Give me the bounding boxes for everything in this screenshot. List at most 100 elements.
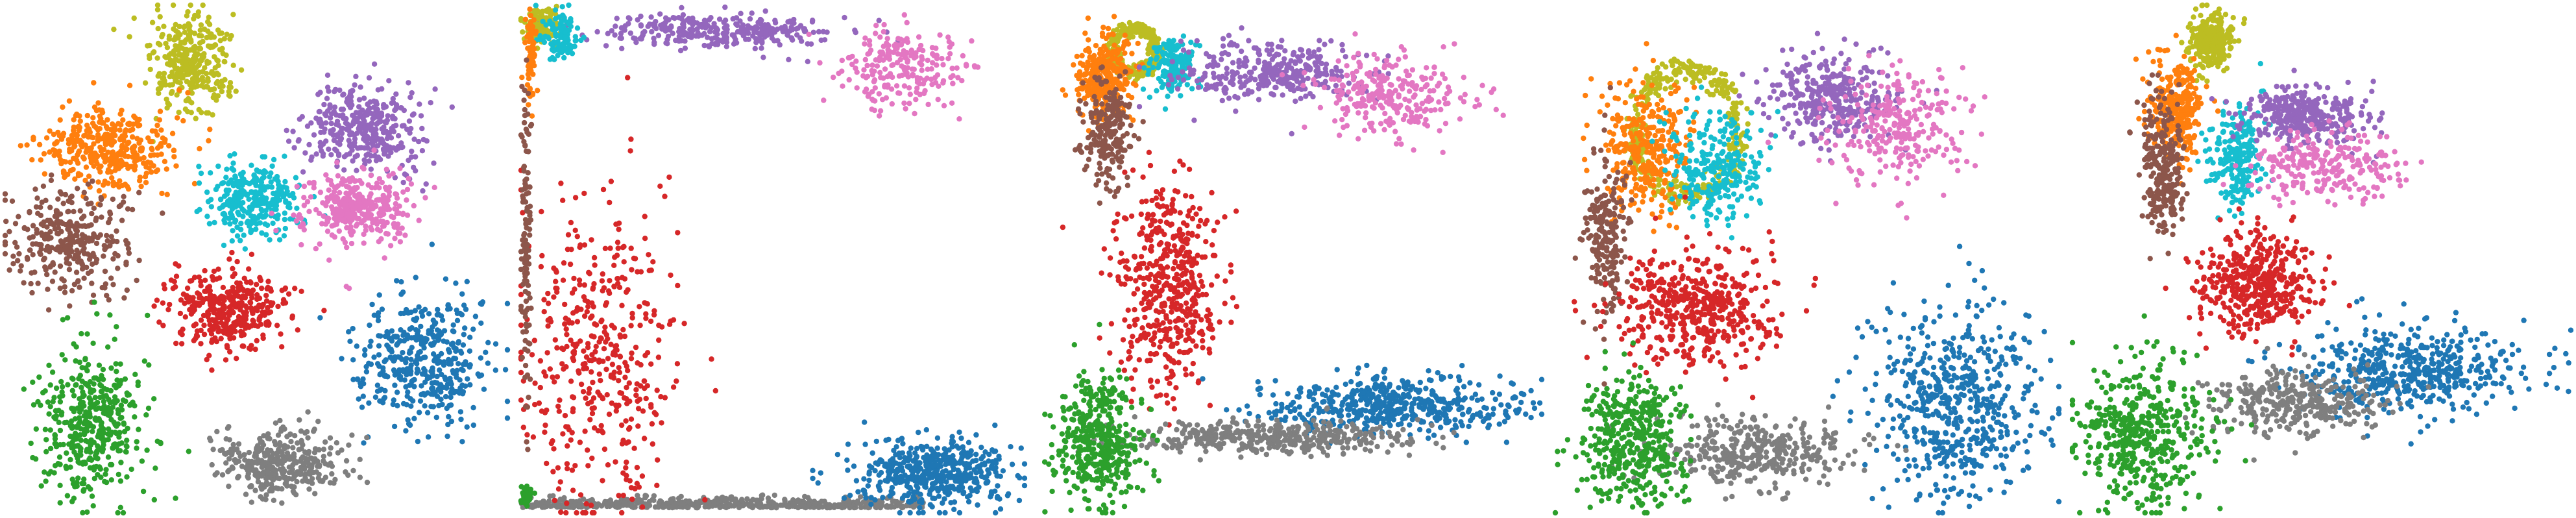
data-point bbox=[413, 154, 419, 160]
data-point bbox=[643, 395, 649, 402]
data-point bbox=[337, 87, 343, 93]
data-point bbox=[282, 458, 288, 463]
data-point bbox=[265, 310, 271, 316]
data-point bbox=[427, 375, 433, 380]
data-point bbox=[430, 351, 437, 357]
data-point bbox=[323, 172, 329, 178]
data-point bbox=[29, 270, 34, 276]
data-point bbox=[253, 202, 259, 208]
data-point bbox=[51, 470, 57, 476]
data-point bbox=[368, 166, 374, 172]
data-point bbox=[154, 6, 161, 13]
data-point bbox=[313, 151, 319, 157]
data-point bbox=[934, 452, 940, 459]
data-point bbox=[260, 214, 266, 220]
data-point bbox=[217, 300, 223, 306]
data-point bbox=[289, 313, 295, 319]
cluster-purple bbox=[284, 61, 455, 194]
data-point bbox=[619, 510, 625, 516]
data-point bbox=[79, 384, 84, 390]
data-point bbox=[578, 306, 584, 312]
data-point bbox=[185, 90, 191, 96]
data-point bbox=[90, 424, 97, 430]
data-point bbox=[640, 408, 646, 414]
data-point bbox=[621, 500, 627, 506]
data-point bbox=[392, 382, 398, 388]
data-point bbox=[448, 394, 454, 401]
data-point bbox=[205, 110, 212, 116]
data-point bbox=[448, 378, 454, 385]
data-point bbox=[344, 99, 350, 105]
data-point bbox=[547, 503, 553, 509]
data-point bbox=[444, 433, 450, 439]
data-point bbox=[784, 502, 791, 508]
data-point bbox=[121, 295, 127, 301]
data-point bbox=[361, 240, 367, 246]
data-point bbox=[420, 371, 427, 376]
data-point bbox=[260, 309, 265, 315]
data-point bbox=[160, 210, 165, 216]
data-point bbox=[560, 197, 566, 203]
data-point bbox=[934, 445, 940, 451]
data-point bbox=[907, 484, 913, 491]
data-point bbox=[335, 122, 341, 128]
data-point bbox=[199, 299, 206, 306]
data-point bbox=[29, 157, 35, 163]
data-point bbox=[369, 301, 375, 308]
data-point bbox=[117, 478, 124, 484]
data-point bbox=[628, 356, 635, 362]
data-point bbox=[419, 383, 424, 389]
data-point bbox=[595, 389, 601, 395]
data-point bbox=[422, 336, 428, 341]
data-point bbox=[250, 318, 256, 324]
data-point bbox=[518, 397, 524, 403]
data-point bbox=[249, 162, 254, 168]
data-point bbox=[198, 341, 204, 347]
data-point bbox=[439, 317, 446, 323]
data-point bbox=[383, 166, 389, 172]
data-point bbox=[600, 271, 605, 277]
data-point bbox=[24, 142, 30, 148]
data-point bbox=[69, 148, 75, 154]
data-point bbox=[42, 469, 47, 475]
data-point bbox=[90, 340, 96, 346]
data-point bbox=[219, 88, 225, 95]
cluster-olive bbox=[111, 2, 245, 145]
data-point bbox=[633, 344, 639, 351]
data-point bbox=[598, 319, 604, 325]
data-point bbox=[633, 392, 639, 399]
data-point bbox=[66, 98, 73, 104]
data-point bbox=[118, 460, 124, 465]
data-point bbox=[365, 215, 371, 221]
data-point bbox=[110, 179, 116, 185]
data-point bbox=[21, 280, 27, 286]
data-point bbox=[347, 132, 353, 138]
data-point bbox=[934, 462, 940, 468]
data-point bbox=[923, 427, 930, 433]
data-point bbox=[927, 471, 932, 476]
data-point bbox=[918, 443, 924, 450]
data-point bbox=[866, 471, 872, 477]
data-point bbox=[195, 77, 201, 83]
data-point bbox=[158, 127, 164, 133]
data-point bbox=[51, 147, 56, 153]
data-point bbox=[969, 488, 975, 494]
data-point bbox=[372, 394, 379, 400]
data-point bbox=[624, 459, 629, 465]
data-point bbox=[91, 375, 97, 381]
data-point bbox=[67, 456, 73, 463]
data-point bbox=[239, 286, 245, 291]
data-point bbox=[223, 175, 229, 180]
data-point bbox=[215, 184, 221, 190]
data-point bbox=[392, 107, 398, 114]
data-point bbox=[273, 203, 280, 208]
data-point bbox=[300, 221, 306, 227]
data-point bbox=[890, 468, 896, 474]
data-point bbox=[132, 414, 138, 420]
data-point bbox=[650, 441, 655, 447]
data-point bbox=[591, 281, 597, 287]
data-point bbox=[214, 428, 220, 435]
data-point bbox=[302, 471, 308, 477]
data-point bbox=[623, 465, 629, 471]
data-point bbox=[45, 399, 51, 405]
